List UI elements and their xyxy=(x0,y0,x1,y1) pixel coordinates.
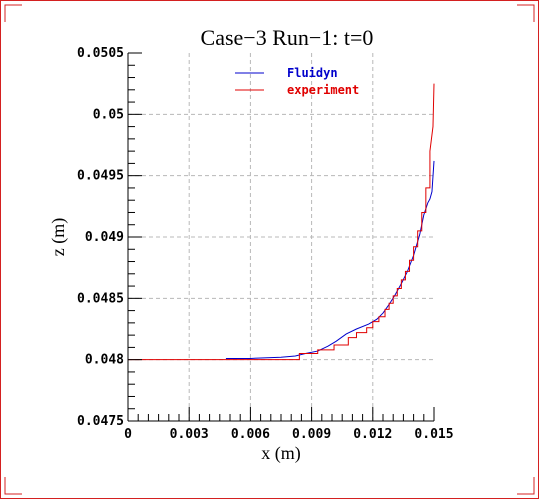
ticks xyxy=(127,52,435,422)
y-tick-label: 0.049 xyxy=(85,230,124,245)
y-tick-label: 0.0495 xyxy=(77,169,124,184)
y-tick-label: 0.0485 xyxy=(77,291,124,306)
x-tick-label: 0.009 xyxy=(292,427,331,442)
legend-label-fluidyn: Fluidyn xyxy=(287,66,338,80)
y-tick-label: 0.0475 xyxy=(77,414,124,429)
x-tick-label: 0 xyxy=(124,427,132,442)
x-tick-label: 0.012 xyxy=(353,427,392,442)
x-tick-label: 0.003 xyxy=(170,427,209,442)
y-tick-label: 0.05 xyxy=(93,107,124,122)
y-tick-label: 0.048 xyxy=(85,353,124,368)
y-tick-label: 0.0505 xyxy=(77,46,124,61)
legend: Fluidyn experiment xyxy=(235,66,359,97)
series-line-experiment xyxy=(128,83,435,361)
y-axis-title: z (m) xyxy=(48,218,69,256)
legend-label-experiment: experiment xyxy=(287,83,359,97)
chart-title: Case−3 Run−1: t=0 xyxy=(201,25,374,50)
x-tick-label: 0.006 xyxy=(231,427,270,442)
x-axis-title: x (m) xyxy=(261,443,301,464)
x-tick-label: 0.015 xyxy=(414,427,453,442)
series-layer xyxy=(128,83,435,361)
tick-labels: 0 0.003 0.006 0.009 0.012 0.015 0.0475 0.048 0.0… xyxy=(77,46,454,442)
